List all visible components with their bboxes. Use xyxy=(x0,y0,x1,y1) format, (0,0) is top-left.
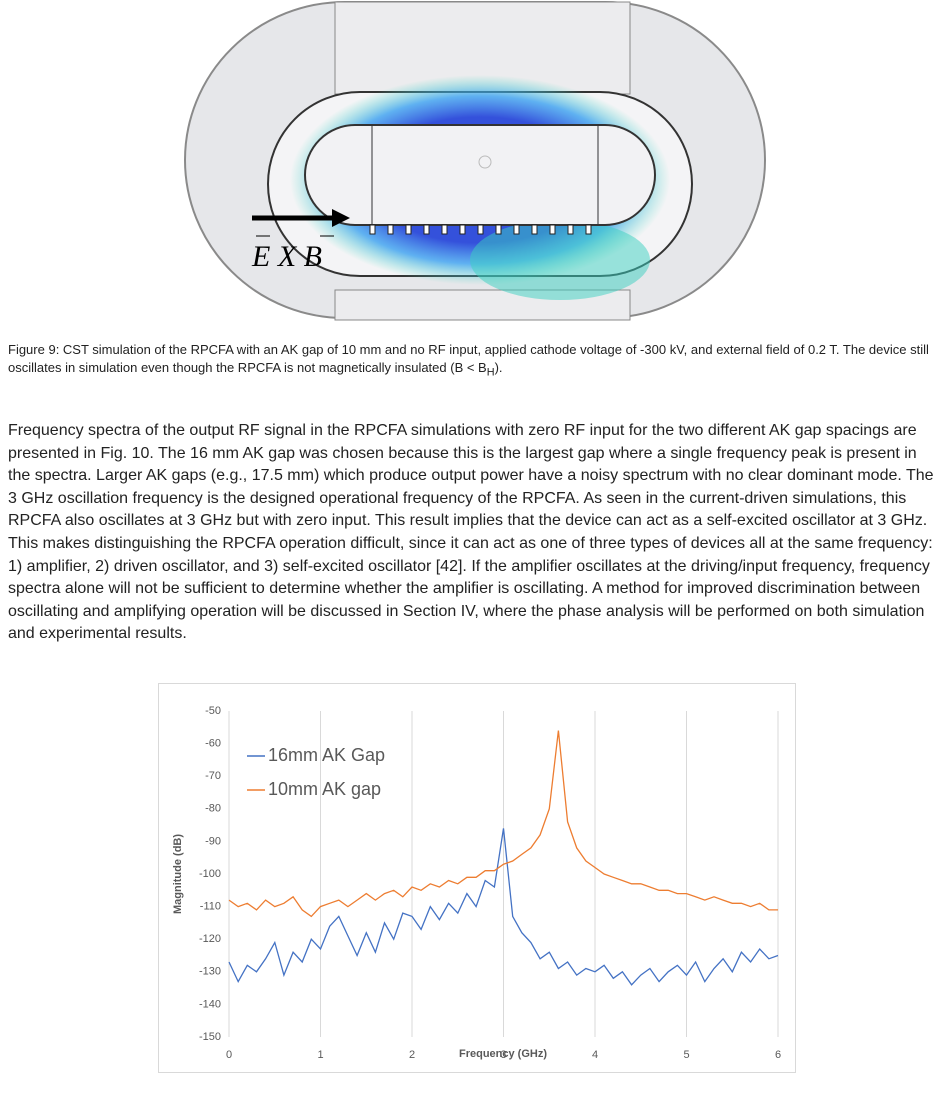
y-tick-label: -110 xyxy=(200,901,221,913)
figure-caption: Figure 9: CST simulation of the RPCFA wi… xyxy=(8,341,933,382)
arrow-head xyxy=(332,209,350,227)
caption-end: ). xyxy=(494,360,503,375)
x-tick-label: 2 xyxy=(409,1049,415,1061)
field-label: E X B xyxy=(251,240,322,273)
caption-sub: H xyxy=(486,366,495,379)
y-tick-label: -50 xyxy=(205,705,221,717)
legend-label: 16mm AK Gap xyxy=(268,745,385,765)
series-line xyxy=(228,828,779,986)
hole xyxy=(478,155,492,169)
x-tick-label: 1 xyxy=(317,1049,323,1061)
body-paragraph: Frequency spectra of the output RF signa… xyxy=(8,422,934,643)
caption-text: Figure 9: CST simulation of the RPCFA wi… xyxy=(8,342,929,375)
particle-spray xyxy=(470,220,650,300)
cathode xyxy=(304,124,656,226)
chart-border xyxy=(158,683,796,1073)
y-tick-label: -140 xyxy=(199,998,221,1010)
y-tick-label: -80 xyxy=(205,803,221,815)
y-axis-title: Magnitude (dB) xyxy=(172,834,184,914)
x-axis-title: Frequency (GHz) xyxy=(459,1048,547,1060)
legend-label: 10mm AK gap xyxy=(268,779,381,799)
series-line xyxy=(228,730,778,918)
simulation-figure: E X B xyxy=(184,0,766,321)
x-tick-label: 5 xyxy=(683,1049,689,1061)
x-tick-label: 3 xyxy=(500,1049,506,1061)
y-tick-label: -100 xyxy=(199,868,221,880)
y-tick-label: -120 xyxy=(199,933,221,945)
y-tick-label: -60 xyxy=(205,738,221,750)
x-tick-label: 4 xyxy=(592,1049,598,1061)
y-tick-label: -90 xyxy=(205,835,221,847)
x-tick-label: 6 xyxy=(775,1049,781,1061)
y-tick-label: -150 xyxy=(199,1031,221,1043)
y-tick-label: -130 xyxy=(199,966,221,978)
y-tick-label: -70 xyxy=(205,770,221,782)
slots xyxy=(369,224,592,235)
x-tick-label: 0 xyxy=(226,1049,232,1061)
chart: Frequency (GHz) Magnitude (dB) 0 1 2 3 4 5 6 -1… xyxy=(158,683,796,1073)
